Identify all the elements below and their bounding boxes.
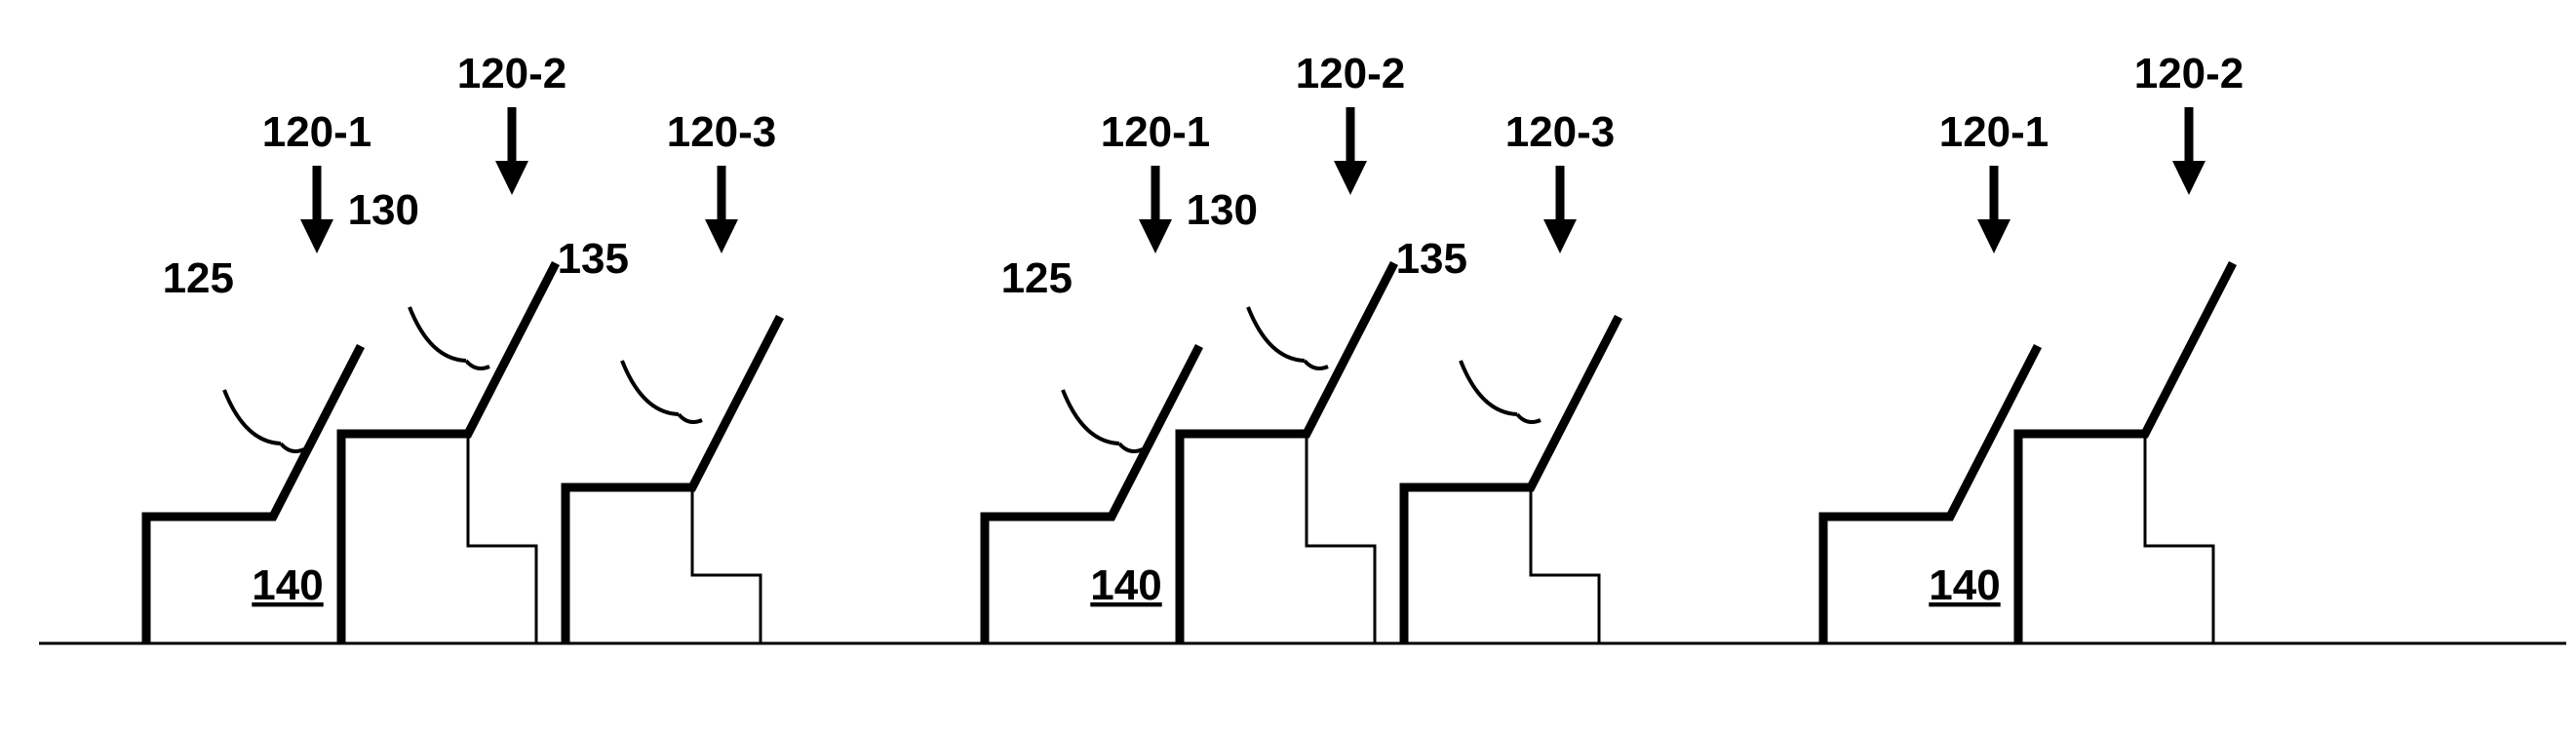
arrow-head — [1334, 161, 1367, 195]
seat-2-leader-text: 130 — [1187, 186, 1258, 234]
leader-line — [224, 390, 281, 444]
panel-2: 120-1 125 120-2 130 120-3 135 140 — [985, 50, 1619, 643]
seat-1-toplabel: 120-1 — [1939, 108, 2049, 253]
arrow-head — [1543, 219, 1577, 253]
leader-hook — [1119, 444, 1143, 451]
seat-3-toplabel: 120-3 — [1505, 108, 1616, 253]
seat-1-leader-text: 125 — [163, 254, 234, 302]
seat-3-profile — [1404, 317, 1619, 643]
seat-2-leader-text: 130 — [348, 186, 419, 234]
seat-3-leader-text: 135 — [558, 235, 629, 283]
seat-2-toplabel: 120-2 — [457, 50, 567, 195]
seat-1-toplabel-text: 120-1 — [262, 108, 372, 156]
seat-2-pedestal — [468, 434, 536, 643]
seat-2-profile — [341, 263, 556, 643]
leader-line — [410, 307, 466, 361]
leader-hook — [281, 444, 304, 451]
leader-line — [1063, 390, 1119, 444]
seat-3-toplabel: 120-3 — [667, 108, 777, 253]
seat-2-toplabel: 120-2 — [2134, 50, 2244, 195]
arrow-head — [705, 219, 738, 253]
seat-3-pedestal — [1531, 487, 1599, 643]
seat-2-profile — [2018, 263, 2233, 643]
seat-3-toplabel-text: 120-3 — [1505, 108, 1616, 156]
seat-2-toplabel-text: 120-2 — [1296, 50, 1406, 97]
panel-3: 120-1 120-2 140 — [1823, 50, 2244, 643]
seat-2-toplabel: 120-2 — [1296, 50, 1406, 195]
seat-1-leader-text: 125 — [1001, 254, 1073, 302]
seat-3-leader-text: 135 — [1396, 235, 1467, 283]
arrow-head — [1139, 219, 1172, 253]
arrow-head — [300, 219, 333, 253]
base-label: 140 — [1929, 561, 2000, 609]
seat-3-pedestal — [692, 487, 761, 643]
leader-hook — [1305, 361, 1328, 368]
leader-line — [622, 361, 679, 414]
arrow-head — [495, 161, 528, 195]
seat-3-toplabel-text: 120-3 — [667, 108, 777, 156]
arrow-head — [1977, 219, 2010, 253]
seat-2-pedestal — [2145, 434, 2213, 643]
leader-hook — [466, 361, 489, 368]
seat-1-toplabel-text: 120-1 — [1101, 108, 1211, 156]
base-label: 140 — [1090, 561, 1161, 609]
leader-hook — [1517, 414, 1541, 422]
leader-line — [1248, 307, 1305, 361]
arrow-head — [2172, 161, 2205, 195]
seat-1-toplabel-text: 120-1 — [1939, 108, 2049, 156]
seat-2-pedestal — [1307, 434, 1375, 643]
panel-1: 120-1 125 120-2 130 120-3 135 140 — [146, 50, 780, 643]
seat-2-toplabel-text: 120-2 — [2134, 50, 2244, 97]
base-label: 140 — [252, 561, 323, 609]
seat-2-toplabel-text: 120-2 — [457, 50, 567, 97]
leader-hook — [679, 414, 702, 422]
leader-line — [1461, 361, 1517, 414]
seat-3-profile — [566, 317, 780, 643]
seat-2-profile — [1180, 263, 1394, 643]
